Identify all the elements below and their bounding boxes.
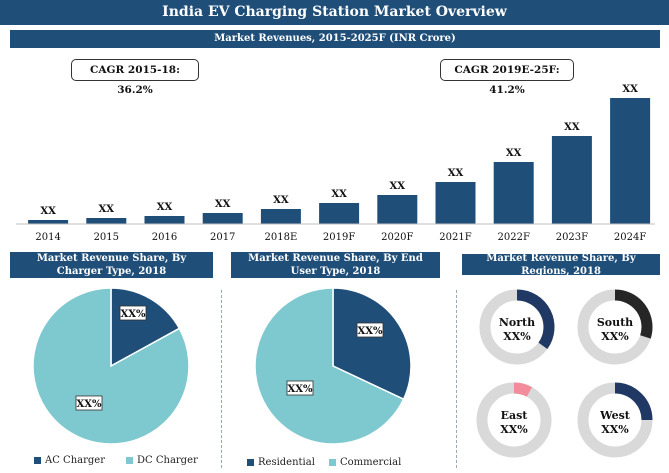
donut-arc-east <box>513 382 533 397</box>
bar-data-label: XX <box>157 202 173 213</box>
donut-value-south: XX% <box>601 330 629 343</box>
pie-slice-dc-charger <box>32 287 190 445</box>
donut-arc-north <box>516 289 555 350</box>
x-tick-label: 2024F <box>614 232 646 243</box>
bar-data-label: XX <box>622 84 638 95</box>
cagr-left-box: CAGR 2015-18: 36.2% <box>71 59 199 96</box>
x-tick-label: 2018E <box>265 232 298 243</box>
end-user-pie: XX% XX% <box>254 287 412 445</box>
slice-label-box <box>356 322 384 338</box>
donut-value-west: XX% <box>601 423 629 436</box>
charger-type-title: Market Revenue Share, By Charger Type, 2… <box>10 252 213 278</box>
end-user-title: Market Revenue Share, By End User Type, … <box>231 252 440 278</box>
bar-2017 <box>202 213 243 224</box>
donut-name-south: South <box>597 316 633 329</box>
slice-label-box <box>286 380 314 396</box>
pie-slice-commercial <box>254 287 405 445</box>
legend-swatch <box>126 457 133 464</box>
bar-2023F <box>551 136 592 224</box>
legend-residential: Residential <box>247 457 315 468</box>
donut-value-north: XX% <box>503 330 531 343</box>
legend-dc-charger: DC Charger <box>126 455 198 466</box>
donut-name-west: West <box>599 409 631 422</box>
bar-data-label: XX <box>390 181 406 192</box>
bar-2021F <box>435 182 476 224</box>
bar-2024F <box>610 98 651 224</box>
bar-data-label: XX <box>564 122 580 133</box>
revenue-chart-title: Market Revenues, 2015-2025F (INR Crore) <box>10 30 660 48</box>
divider-1 <box>221 290 222 468</box>
charger-type-pie: XX% XX% <box>32 287 190 445</box>
bar-2022F <box>493 162 534 224</box>
donut-value-east: XX% <box>500 423 528 436</box>
slice-label: XX% <box>120 309 146 320</box>
bar-data-label: XX <box>273 195 289 206</box>
x-tick-label: 2019F <box>323 232 355 243</box>
bars-layer: XX 2014 XX 2015 XX 2016 XX 2017 XX 2018E XX 2019F XX… <box>28 84 651 243</box>
legend-label: DC Charger <box>137 455 198 466</box>
page-title: India EV Charging Station Market Overvie… <box>0 0 669 25</box>
x-tick-label: 2023F <box>556 232 588 243</box>
legend-commercial: Commercial <box>329 457 401 468</box>
donut-name-east: East <box>501 409 529 422</box>
divider-2 <box>456 290 457 468</box>
donut-arc-south <box>614 289 653 339</box>
bar-data-label: XX <box>331 189 347 200</box>
bar-2020F <box>377 195 418 224</box>
revenue-bar-chart: XX 2014 XX 2015 XX 2016 XX 2017 XX 2018E XX 2019F XX… <box>16 84 655 243</box>
regions-title: Market Revenue Share, By Regions, 2018 <box>462 253 660 277</box>
bar-2018E <box>260 209 301 224</box>
bar-2014 <box>28 220 69 224</box>
pie-slice-residential <box>332 287 412 401</box>
bar-data-label: XX <box>215 199 231 210</box>
cagr-right-box: CAGR 2019E-25F: 41.2% <box>440 59 574 96</box>
donut-name-north: North <box>499 316 535 329</box>
slice-label-box <box>75 395 103 411</box>
slice-label: XX% <box>357 326 383 337</box>
bar-2015 <box>86 218 127 224</box>
bar-data-label: XX <box>99 204 115 215</box>
x-tick-label: 2020F <box>381 232 413 243</box>
x-tick-label: 2016 <box>152 232 177 243</box>
donut-arc-west <box>614 382 653 421</box>
slice-label-box <box>119 305 147 321</box>
x-tick-label: 2021F <box>439 232 471 243</box>
legend-swatch <box>34 457 41 464</box>
legend-swatch <box>329 459 336 466</box>
bar-data-label: XX <box>506 148 522 159</box>
legend-label: Residential <box>258 457 315 468</box>
slice-label: XX% <box>287 384 313 395</box>
legend-label: Commercial <box>340 457 402 468</box>
x-tick-label: 2014 <box>35 232 60 243</box>
bar-2019F <box>319 203 360 224</box>
legend-ac-charger: AC Charger <box>34 455 105 466</box>
slice-label: XX% <box>76 399 102 410</box>
x-tick-label: 2022F <box>498 232 530 243</box>
x-tick-label: 2017 <box>210 232 235 243</box>
x-tick-label: 2015 <box>94 232 119 243</box>
bar-data-label: XX <box>448 168 464 179</box>
legend-swatch <box>247 459 254 466</box>
legend-label: AC Charger <box>45 455 105 466</box>
bar-data-label: XX <box>40 206 56 217</box>
bar-2016 <box>144 216 185 224</box>
